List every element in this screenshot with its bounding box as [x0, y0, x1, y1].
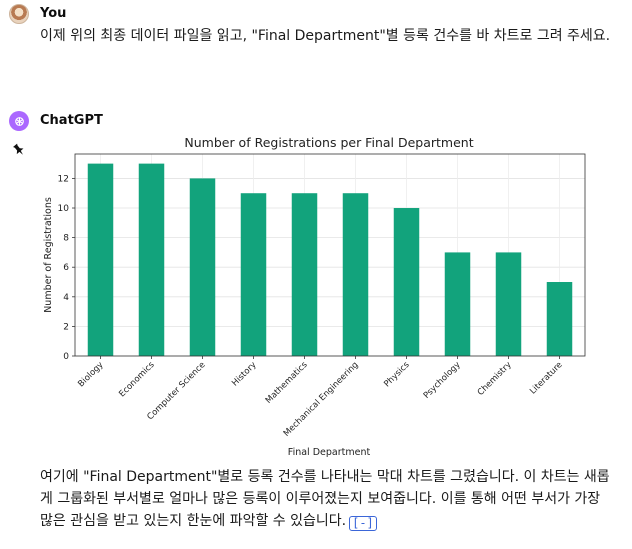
y-tick-label: 12 [58, 174, 69, 184]
x-tick-label: Physics [382, 360, 412, 390]
x-tick-label: Psychology [422, 360, 463, 401]
y-tick-label: 4 [63, 293, 69, 303]
x-tick-label: Mathematics [264, 360, 310, 406]
assistant-reply-text: 여기에 "Final Department"별로 등록 건수를 나타내는 막대 … [40, 469, 610, 529]
bar-computer-science [189, 178, 216, 356]
x-tick-label: Computer Science [145, 360, 207, 422]
code-bracket-icon[interactable]: [-] [349, 516, 377, 531]
bar-psychology [444, 252, 471, 356]
user-name: You [40, 6, 67, 21]
x-tick-label: Literature [528, 360, 565, 397]
bar-biology [87, 163, 114, 356]
bar-history [240, 193, 267, 356]
bar-chemistry [495, 252, 522, 356]
bar-chart: Number of Registrations per Final Depart… [43, 135, 586, 458]
bar-economics [138, 163, 165, 356]
bar-physics [393, 208, 420, 356]
y-tick-label: 6 [63, 263, 69, 273]
x-tick-label: Economics [117, 360, 157, 400]
user-avatar [9, 4, 29, 24]
x-tick-label: Chemistry [476, 360, 514, 398]
assistant-reply: 여기에 "Final Department"별로 등록 건수를 나타내는 막대 … [40, 466, 615, 532]
y-tick-label: 2 [63, 322, 69, 332]
bar-literature [546, 282, 573, 356]
y-tick-label: 0 [63, 352, 69, 362]
y-tick-label: 8 [63, 234, 69, 244]
y-axis-label: Number of Registrations [43, 197, 54, 313]
assistant-name: ChatGPT [40, 113, 103, 128]
user-message: 이제 위의 최종 데이터 파일을 읽고, "Final Department"별… [40, 28, 611, 44]
bar-mathematics [291, 193, 318, 356]
x-axis-label: Final Department [288, 447, 371, 458]
bar-mechanical-engineering [342, 193, 369, 356]
pushpin-icon[interactable] [12, 143, 26, 157]
y-tick-label: 10 [58, 204, 70, 214]
x-tick-label: Biology [76, 360, 105, 389]
openai-logo-icon [9, 111, 29, 131]
x-tick-label: History [230, 360, 258, 388]
plot-frame [74, 153, 586, 357]
chart-title: Number of Registrations per Final Depart… [184, 135, 473, 150]
